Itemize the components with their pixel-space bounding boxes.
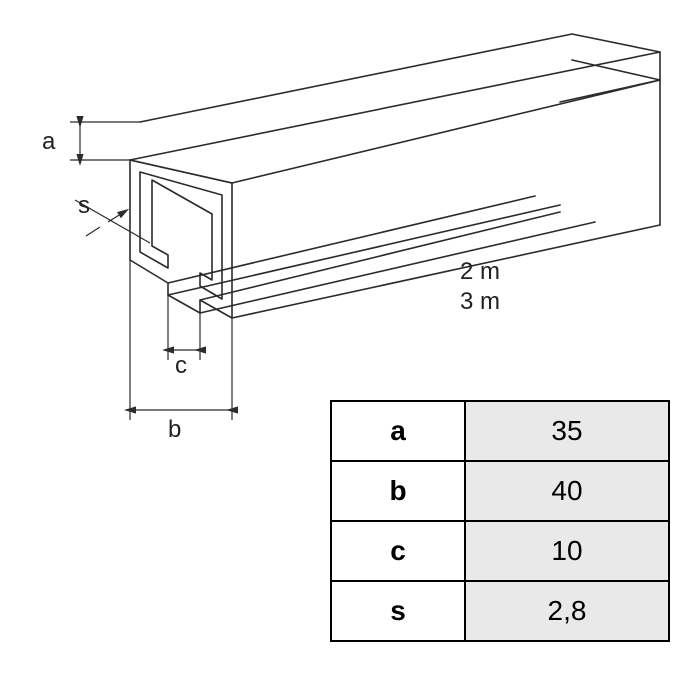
dim-label-c: c bbox=[175, 352, 187, 380]
dim-value: 10 bbox=[465, 521, 669, 581]
dim-label-a: a bbox=[42, 128, 55, 156]
figure-canvas: { "diagram": { "stroke": "#2b2b2b", "str… bbox=[0, 0, 696, 696]
dim-value: 35 bbox=[465, 401, 669, 461]
dim-key: c bbox=[331, 521, 465, 581]
dim-key: a bbox=[331, 401, 465, 461]
dim-label-b: b bbox=[168, 416, 181, 444]
length-label-2: 3 m bbox=[460, 288, 500, 316]
dimension-table: a35b40c10s2,8 bbox=[330, 400, 670, 642]
dim-value: 2,8 bbox=[465, 581, 669, 641]
dim-key: b bbox=[331, 461, 465, 521]
dim-value: 40 bbox=[465, 461, 669, 521]
dim-key: s bbox=[331, 581, 465, 641]
dimension-table-body: a35b40c10s2,8 bbox=[331, 401, 669, 641]
dim-label-s: s bbox=[78, 192, 90, 220]
length-label-1: 2 m bbox=[460, 258, 500, 286]
